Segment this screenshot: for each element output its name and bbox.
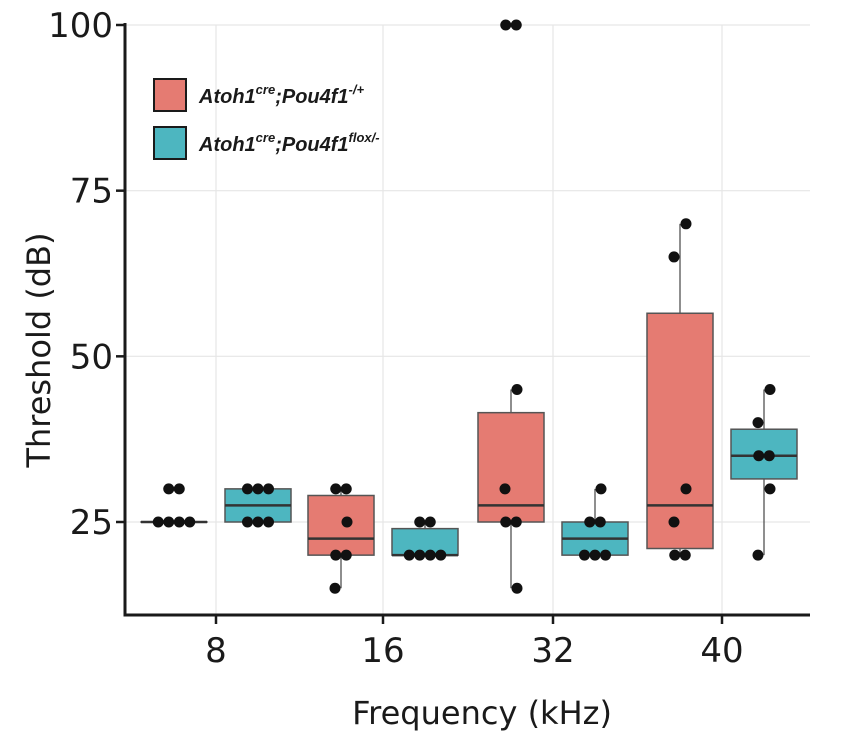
- legend-label-control-sup2: -/+: [349, 82, 365, 97]
- legend-swatch-control: [153, 78, 187, 112]
- legend-label-control-mid: ;Pou4f1: [275, 86, 348, 108]
- x-tick-label-16: 16: [361, 631, 404, 671]
- data-point-0-32-3: [510, 516, 522, 528]
- data-point-0-8-2: [173, 516, 185, 528]
- grid-lines: [125, 24, 810, 615]
- box-1-40: [730, 389, 798, 556]
- svg-text:Atoh1cre;Pou4f1-/+: Atoh1cre;Pou4f1-/+: [198, 82, 364, 108]
- data-point-1-8-1: [252, 483, 264, 495]
- data-point-1-8-5: [263, 516, 274, 528]
- data-point-0-32-6: [510, 19, 522, 31]
- data-point-0-8-4: [163, 483, 175, 495]
- legend-label-control-sup1: cre: [256, 82, 276, 97]
- x-tick-label-40: 40: [700, 631, 743, 671]
- x-tick-label-32: 32: [531, 631, 574, 671]
- data-point-1-40-3: [763, 450, 775, 462]
- legend-label-control-base: Atoh1: [198, 86, 256, 108]
- box-0-32: [477, 389, 545, 589]
- box-body: [730, 428, 798, 480]
- data-point-0-16-0: [330, 483, 342, 495]
- data-point-0-32-4: [511, 582, 523, 594]
- data-point-1-16-4: [424, 549, 436, 561]
- data-point-0-8-5: [173, 483, 185, 495]
- data-point-0-32-2: [500, 516, 512, 528]
- data-point-0-32-1: [499, 483, 511, 495]
- legend-label-knockout-sup1: cre: [256, 130, 276, 145]
- data-point-0-40-1: [668, 251, 680, 263]
- svg-text:Atoh1cre;Pou4f1flox/-: Atoh1cre;Pou4f1flox/-: [198, 130, 380, 156]
- data-point-0-40-3: [668, 516, 680, 528]
- data-point-1-32-5: [600, 549, 611, 561]
- data-point-1-8-2: [263, 483, 274, 495]
- data-point-0-16-3: [330, 549, 342, 561]
- y-tick-label-100: 100: [48, 6, 113, 46]
- x-ticks: 8 16 32 40: [205, 615, 744, 671]
- data-point-0-40-0: [680, 218, 692, 230]
- y-tick-label-75: 75: [70, 172, 113, 212]
- data-point-0-8-3: [184, 516, 196, 528]
- data-point-1-32-0: [595, 483, 607, 495]
- data-point-1-16-3: [414, 549, 426, 561]
- boxes-layer: [140, 223, 798, 589]
- data-point-0-16-4: [340, 549, 352, 561]
- legend-label-knockout-sup2: flox/-: [349, 130, 380, 145]
- box-body: [307, 494, 375, 556]
- points-layer: [152, 19, 776, 594]
- y-ticks: 25 50 75 100: [48, 6, 125, 543]
- data-point-0-16-2: [341, 516, 353, 528]
- legend: Atoh1cre;Pou4f1-/+ Atoh1cre;Pou4f1flox/-: [153, 78, 380, 160]
- legend-swatch-knockout: [153, 126, 187, 160]
- x-tick-label-8: 8: [205, 631, 227, 671]
- data-point-0-32-5: [500, 19, 512, 31]
- data-point-1-16-0: [414, 516, 426, 528]
- data-point-1-8-0: [242, 483, 253, 495]
- data-point-0-16-5: [329, 582, 341, 594]
- data-point-1-16-1: [424, 516, 436, 528]
- data-point-1-40-0: [764, 383, 776, 395]
- box-1-16: [391, 522, 459, 557]
- data-point-0-8-0: [152, 516, 164, 528]
- data-point-0-16-1: [340, 483, 352, 495]
- data-point-0-40-4: [669, 549, 681, 561]
- data-point-1-40-1: [752, 417, 764, 429]
- data-point-0-8-1: [163, 516, 175, 528]
- box-1-8: [224, 488, 292, 523]
- box-0-40: [646, 223, 714, 556]
- data-point-1-32-1: [584, 516, 596, 528]
- y-tick-label-50: 50: [70, 337, 113, 377]
- legend-item-control: Atoh1cre;Pou4f1-/+: [153, 78, 364, 112]
- data-point-1-8-4: [252, 516, 264, 528]
- legend-label-knockout-base: Atoh1: [198, 134, 256, 156]
- axes: [123, 23, 810, 617]
- data-point-1-40-2: [753, 450, 765, 462]
- data-point-0-32-0: [511, 383, 523, 395]
- data-point-1-40-5: [752, 549, 764, 561]
- box-body: [646, 312, 714, 550]
- box-body: [391, 527, 459, 556]
- data-point-1-32-2: [594, 516, 606, 528]
- y-axis-title: Threshold (dB): [20, 232, 58, 468]
- data-point-1-40-4: [764, 483, 776, 495]
- data-point-1-16-2: [403, 549, 415, 561]
- data-point-1-32-3: [579, 549, 590, 561]
- data-point-1-8-3: [242, 516, 253, 528]
- legend-label-knockout-mid: ;Pou4f1: [275, 134, 348, 156]
- box-body: [477, 411, 545, 523]
- data-point-0-40-2: [680, 483, 692, 495]
- y-tick-label-25: 25: [70, 503, 113, 543]
- data-point-1-16-5: [435, 549, 447, 561]
- legend-item-knockout: Atoh1cre;Pou4f1flox/-: [153, 126, 380, 160]
- data-point-0-40-5: [679, 549, 691, 561]
- x-axis-title: Frequency (kHz): [352, 694, 612, 732]
- data-point-1-32-4: [589, 549, 601, 561]
- box-0-16: [307, 488, 375, 589]
